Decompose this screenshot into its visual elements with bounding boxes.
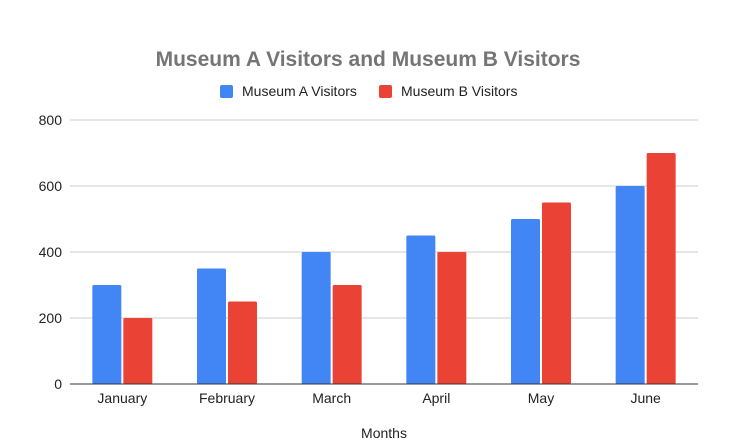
y-axis-tick-labels: 0 200 400 600 800 — [39, 112, 63, 392]
bar-march-series-2 — [332, 285, 362, 384]
legend: Museum A Visitors Museum B Visitors — [220, 83, 517, 99]
y-tick-label-200: 200 — [39, 310, 63, 326]
bar-may-series-1 — [511, 219, 540, 384]
bars — [92, 153, 676, 384]
y-tick-label-400: 400 — [39, 244, 63, 260]
x-tick-label-june: June — [630, 390, 661, 406]
bar-april-series-2 — [437, 252, 467, 384]
chart-title: Museum A Visitors and Museum B Visitors — [156, 48, 581, 71]
bar-june-series-2 — [646, 153, 676, 384]
legend-label-series-2: Museum B Visitors — [401, 83, 517, 99]
bar-january-series-2 — [123, 318, 153, 384]
bar-january-series-1 — [92, 285, 122, 384]
bar-may-series-2 — [542, 202, 571, 384]
x-tick-label-may: May — [528, 390, 554, 406]
y-tick-label-600: 600 — [39, 178, 63, 194]
y-tick-label-800: 800 — [39, 112, 63, 128]
bar-february-series-2 — [228, 301, 257, 384]
x-axis-title: Months — [361, 425, 407, 441]
bar-april-series-1 — [406, 235, 436, 384]
x-axis-tick-labels: January February March April May June — [97, 390, 661, 406]
x-tick-label-april: April — [422, 390, 450, 406]
gridlines — [70, 119, 698, 319]
bar-february-series-1 — [197, 268, 226, 384]
bar-june-series-1 — [615, 186, 645, 384]
x-tick-label-march: March — [312, 390, 351, 406]
x-tick-label-february: February — [199, 390, 255, 406]
legend-swatch-series-2 — [379, 85, 392, 98]
bar-march-series-1 — [301, 252, 331, 384]
y-tick-label-0: 0 — [54, 376, 62, 392]
x-tick-label-january: January — [97, 390, 147, 406]
legend-label-series-1: Museum A Visitors — [242, 83, 357, 99]
legend-swatch-series-1 — [220, 85, 233, 98]
